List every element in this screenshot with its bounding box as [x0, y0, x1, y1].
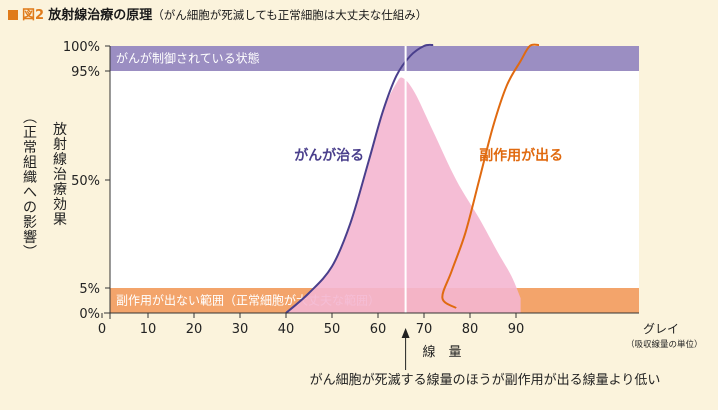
annotation-text: がん細胞が死滅する線量のほうが副作用が出る線量より低い	[310, 372, 661, 388]
x-tick-label: 60	[370, 322, 387, 337]
y-axis-sublabel: ︵正常組織への影響︶	[23, 110, 37, 261]
figure-title: 図2 放射線治療の原理（がん細胞が死滅しても正常細胞は大丈夫な仕組み）	[8, 4, 427, 23]
cancer-cure-label: がんが治る	[294, 147, 364, 164]
y-tick-label: 50%	[71, 174, 100, 189]
side-effect-line	[441, 43, 540, 309]
control-band-label: がんが制御されている状態	[116, 51, 260, 66]
x-tick-label: 20	[186, 322, 203, 337]
y-tick-label: 100%	[63, 40, 100, 55]
annotation-arrow-head	[401, 328, 410, 338]
title-main: 放射線治療の原理	[48, 8, 153, 23]
side-effect-label: 副作用が出る	[479, 147, 563, 164]
cancer-cure-line	[285, 43, 434, 314]
control-band	[110, 46, 639, 71]
y-tick-label: 0%	[79, 307, 100, 322]
x-unit-note: （吸収線量の単位）	[626, 339, 703, 350]
x-axis-label: 線 量	[422, 344, 461, 360]
x-tick-label: 80	[462, 322, 479, 337]
y-axis-label: 放射線治療効果	[53, 122, 67, 228]
overlap-area	[286, 77, 521, 313]
x-tick-label: 50	[324, 322, 341, 337]
x-tick-label: 0	[98, 322, 106, 337]
x-tick-label: 30	[232, 322, 249, 337]
x-tick-label: 70	[416, 322, 433, 337]
figure-number: 図2	[22, 8, 45, 23]
title-sub: （がん細胞が死滅しても正常細胞は大丈夫な仕組み）	[152, 8, 428, 22]
x-tick-label: 10	[140, 322, 157, 337]
x-unit-label: グレイ	[643, 322, 679, 336]
y-tick-label: 5%	[79, 282, 100, 297]
x-tick-label: 90	[508, 322, 525, 337]
y-tick-label: 95%	[71, 65, 100, 80]
figure-marker-icon	[8, 10, 18, 20]
x-tick-label: 40	[278, 322, 295, 337]
